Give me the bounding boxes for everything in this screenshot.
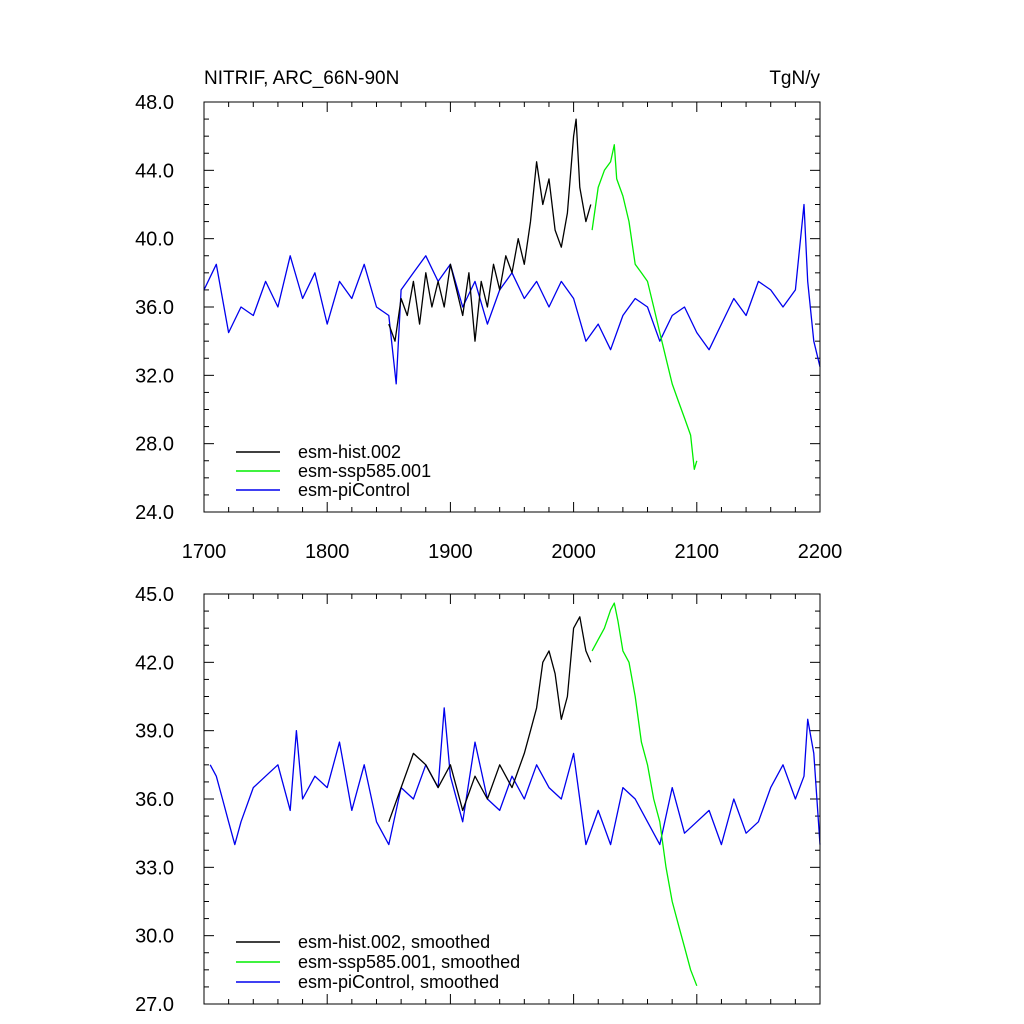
top-panel-series: [203, 118, 821, 470]
legend-label: esm-hist.002: [298, 442, 401, 462]
y-tick-label: 32.0: [135, 365, 174, 387]
y-tick-label: 36.0: [135, 297, 174, 319]
x-tick-label: 1800: [305, 541, 350, 563]
series-line-2: [203, 203, 821, 385]
series-line-0: [388, 616, 592, 823]
top-panel-ticks: 1700 1800 1900 2000 2100 2200 24.0 28.0 32.0 36.0…: [135, 92, 842, 563]
y-tick-label: 30.0: [135, 926, 174, 948]
bottom-panel-frame: [203, 593, 821, 1005]
y-tick-label: 24.0: [135, 502, 174, 524]
series-line-2: [209, 707, 821, 846]
bottom-panel-series: [209, 602, 821, 987]
y-tick-label: 27.0: [135, 994, 174, 1016]
top-panel-units: TgN/y: [769, 68, 820, 89]
y-tick-label: 39.0: [135, 721, 174, 743]
series-line-1: [591, 144, 698, 470]
y-tick-label: 42.0: [135, 652, 174, 674]
y-tick-label: 45.0: [135, 584, 174, 606]
y-tick-label: 28.0: [135, 434, 174, 456]
bottom-panel: 27.0 30.0 33.0 36.0 39.0 42.0 45.0 esm-hist.00…: [135, 584, 821, 1016]
y-tick-label: 40.0: [135, 229, 174, 251]
y-tick-label: 48.0: [135, 92, 174, 114]
x-tick-label: 2200: [798, 541, 843, 563]
legend-label: esm-piControl: [298, 480, 410, 500]
bottom-panel-ticks: 27.0 30.0 33.0 36.0 39.0 42.0 45.0: [135, 584, 821, 1016]
top-panel-frame: [203, 101, 821, 513]
legend-label: esm-hist.002, smoothed: [298, 932, 490, 952]
series-line-1: [591, 602, 698, 987]
y-tick-label: 44.0: [135, 160, 174, 182]
x-tick-label: 1900: [428, 541, 473, 563]
x-tick-label: 2100: [675, 541, 720, 563]
top-panel-title: NITRIF, ARC_66N-90N: [204, 68, 399, 89]
x-tick-label: 1700: [182, 541, 227, 563]
y-tick-label: 36.0: [135, 789, 174, 811]
series-line-0: [388, 118, 592, 342]
legend-label: esm-piControl, smoothed: [298, 972, 499, 992]
legend-label: esm-ssp585.001, smoothed: [298, 952, 520, 972]
top-panel: NITRIF, ARC_66N-90N TgN/y 1700 1800 1900 20…: [135, 68, 842, 563]
legend-label: esm-ssp585.001: [298, 461, 431, 481]
y-tick-label: 33.0: [135, 857, 174, 879]
x-tick-label: 2000: [551, 541, 596, 563]
